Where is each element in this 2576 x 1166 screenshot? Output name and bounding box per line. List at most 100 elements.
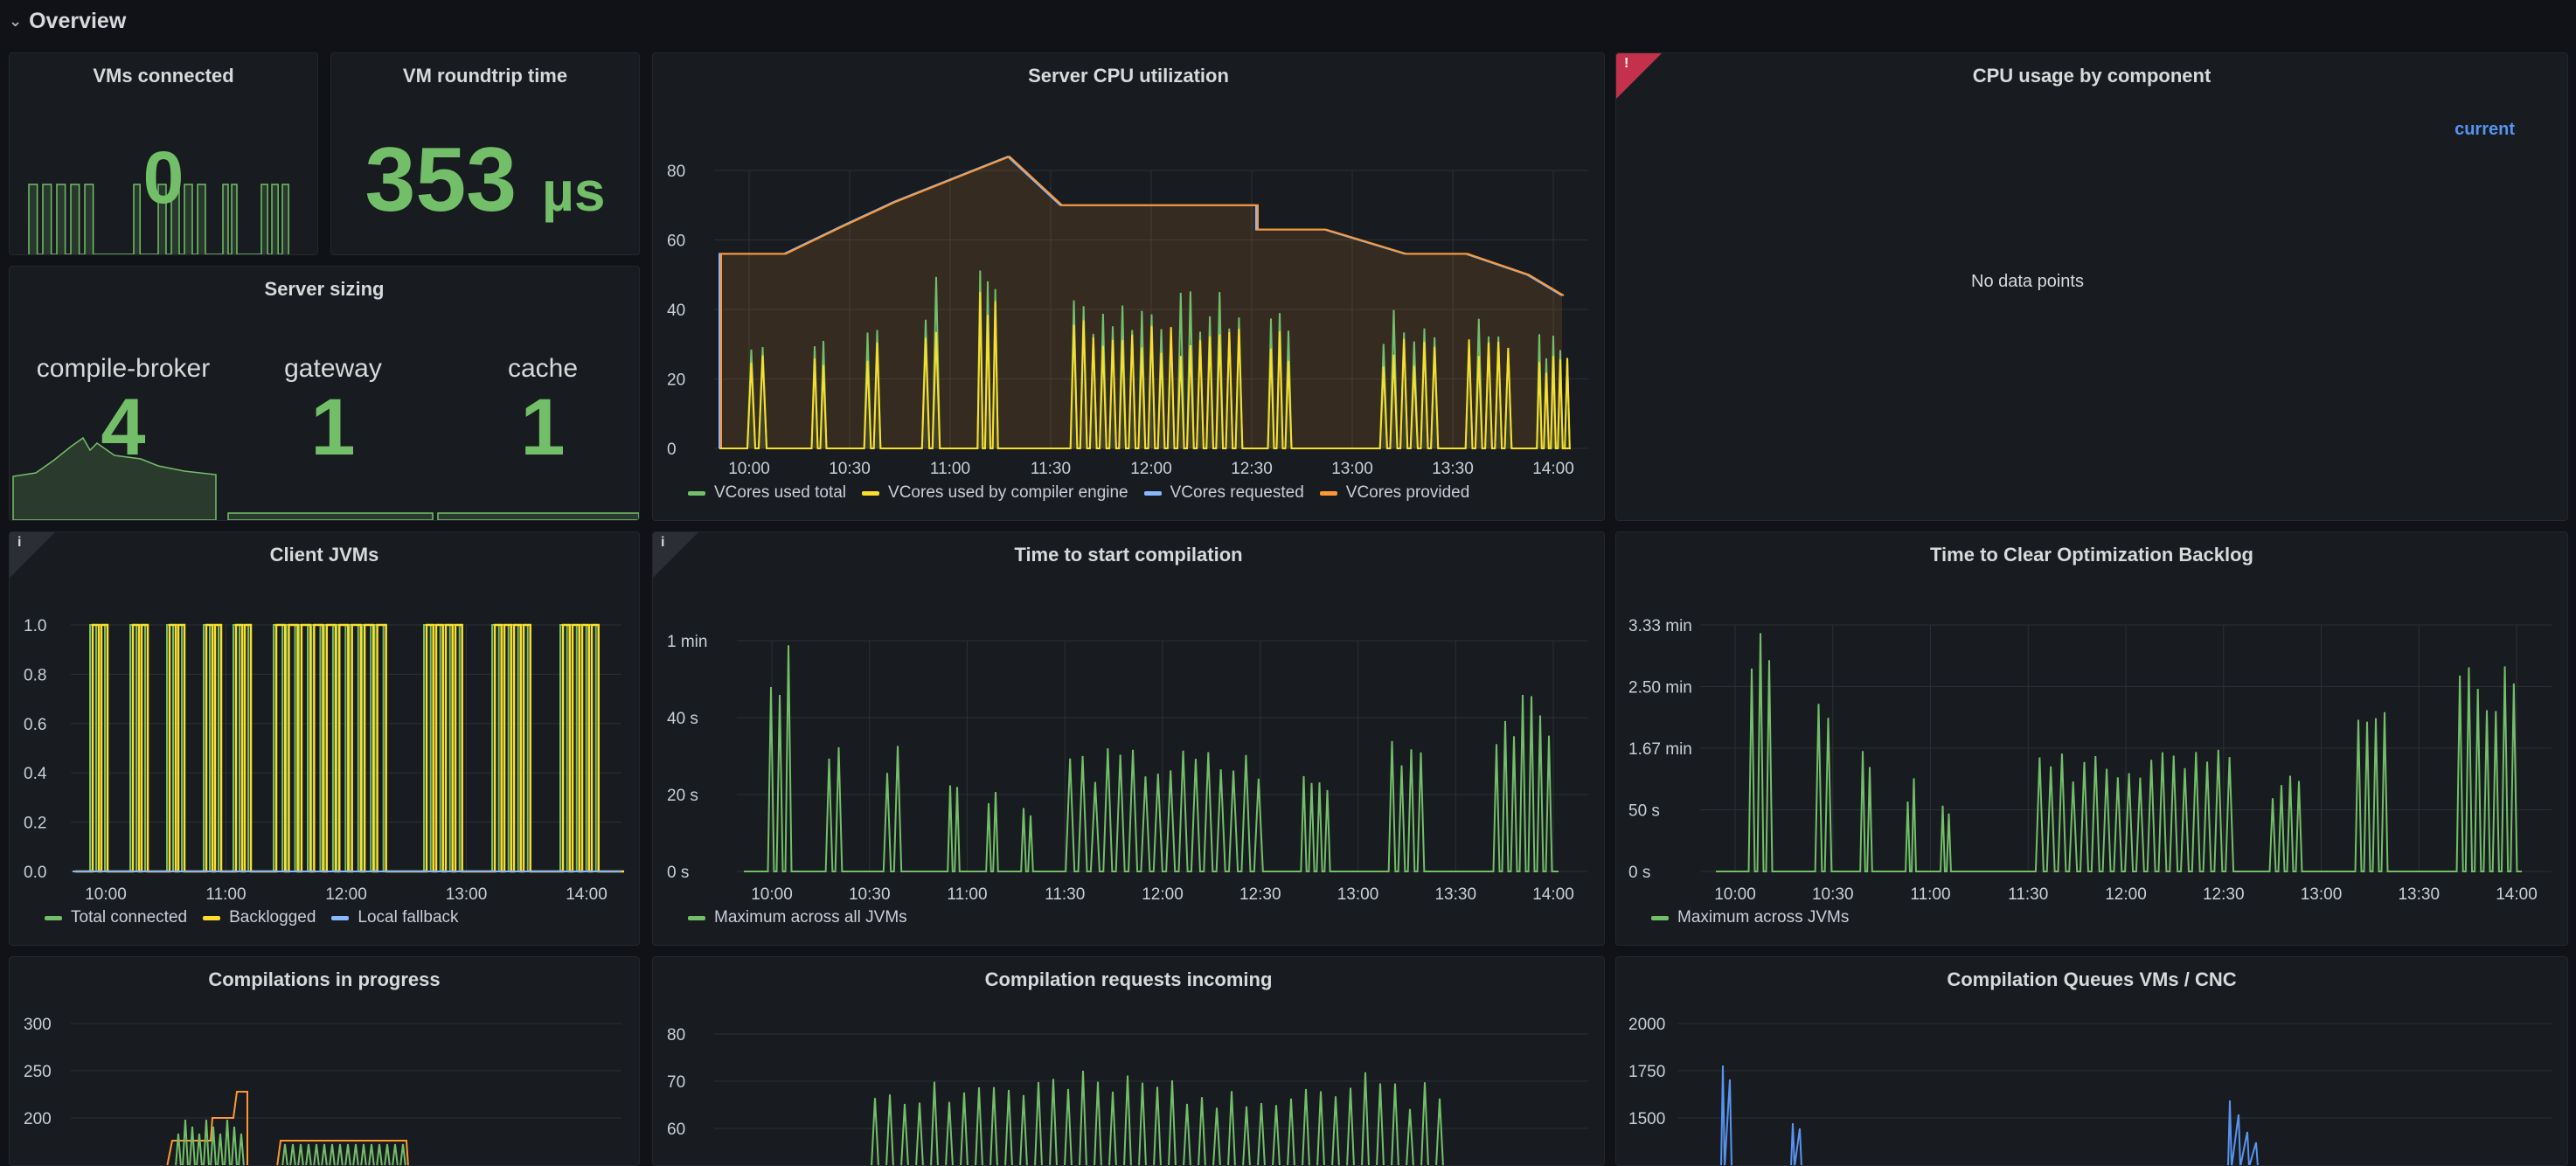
y-tick-label: 50 s [1628, 802, 1660, 821]
cpu-chart[interactable]: 80 60 40 20 0 10:00 10:30 11:00 11:30 12:00 12:30… [653, 53, 1605, 521]
alert-icon[interactable]: ! [1624, 56, 1629, 71]
x-tick-label: 10:00 [751, 885, 793, 904]
stat-value: 4 [101, 383, 146, 472]
panel-requests-incoming[interactable]: Compilation requests incoming 80 70 60 [652, 956, 1605, 1166]
legend-item[interactable]: Local fallback [331, 908, 459, 927]
max-jvms-line [1716, 633, 2522, 872]
panel-title: CPU usage by component [1972, 65, 2211, 87]
x-tick-label: 12:00 [2105, 885, 2147, 904]
cpu-legend: VCores used total VCores used by compile… [688, 483, 1469, 503]
legend-item[interactable]: VCores requested [1143, 483, 1304, 503]
legend-label: VCores used total [714, 483, 847, 502]
requests-chart[interactable]: 80 70 60 [653, 957, 1605, 1166]
info-corner[interactable] [10, 532, 55, 578]
x-tick-label: 13:30 [1434, 885, 1476, 904]
x-tick-label: 10:30 [849, 885, 891, 904]
compilations-green-line [175, 1119, 406, 1165]
x-tick-label: 10:00 [85, 885, 127, 904]
gateway-spark [227, 512, 434, 520]
legend-label: Maximum across all JVMs [714, 908, 907, 927]
legend-swatch [1651, 915, 1669, 920]
x-tick-label: 12:30 [2203, 885, 2245, 904]
y-tick-label: 3.33 min [1628, 617, 1692, 635]
panel-title: Time to Clear Optimization Backlog [1930, 544, 2253, 566]
time-to-start-legend: Maximum across all JVMs [688, 908, 907, 927]
legend-label: VCores requested [1170, 483, 1304, 502]
alert-corner[interactable] [1616, 53, 1662, 99]
y-tick-label: 20 s [667, 787, 698, 805]
x-tick-label: 14:00 [2496, 885, 2538, 904]
panel-time-to-start[interactable]: i Time to start compilation 1 min 40 s 20 … [652, 531, 1605, 946]
vcores-provided-area [719, 156, 1562, 448]
stat-label: compile-broker [36, 354, 211, 383]
panel-title: Compilation requests incoming [984, 968, 1273, 990]
legend-item[interactable]: Maximum across JVMs [1651, 908, 1849, 927]
x-tick-label: 14:00 [566, 885, 608, 904]
y-tick-label: 1750 [1628, 1063, 1665, 1081]
roundtrip-value: 353 µs [331, 128, 639, 233]
info-icon[interactable]: i [661, 535, 665, 550]
legend-item[interactable]: Maximum across all JVMs [688, 908, 907, 927]
roundtrip-number: 353 [365, 129, 517, 231]
legend-label: VCores used by compiler engine [888, 483, 1128, 502]
y-tick-label: 0 s [1628, 864, 1650, 882]
stat-compile-broker: compile-broker 4 [18, 354, 228, 468]
legend-item[interactable]: VCores used total [688, 483, 846, 503]
vcores-compiler-line [719, 291, 1571, 449]
legend-swatch [862, 490, 880, 496]
stat-label: gateway [284, 354, 382, 383]
legend-swatch [1319, 490, 1337, 496]
legend-label: VCores provided [1345, 483, 1470, 502]
info-corner[interactable] [653, 532, 698, 578]
y-tick-label: 80 [667, 163, 685, 181]
legend-item[interactable]: Backlogged [203, 908, 316, 927]
y-tick-label: 1500 [1628, 1110, 1665, 1128]
legend-header-current[interactable]: current [2454, 120, 2515, 139]
panel-cpu-by-component[interactable]: ! CPU usage by component current No data… [1615, 52, 2568, 521]
client-jvms-chart[interactable]: 1.0 0.8 0.6 0.4 0.2 0.0 10:00 11:00 12:00 13:00 14… [10, 532, 640, 946]
x-tick-label: 10:00 [728, 460, 770, 478]
panel-title: Client JVMs [269, 544, 379, 566]
legend-swatch [331, 915, 350, 920]
panel-time-to-clear[interactable]: Time to Clear Optimization Backlog 3.33 … [1615, 531, 2568, 946]
y-tick-label: 1.0 [24, 617, 46, 635]
roundtrip-unit: µs [541, 160, 606, 223]
x-tick-label: 13:00 [2301, 885, 2343, 904]
time-to-clear-chart[interactable]: 3.33 min 2.50 min 1.67 min 50 s 0 s 10:00 10:3… [1616, 532, 2568, 946]
y-tick-label: 0.2 [24, 815, 46, 833]
compile-broker-spark [12, 436, 217, 520]
panel-vms-connected[interactable]: VMs connected 0 [9, 52, 318, 255]
legend-item[interactable]: VCores used by compiler engine [862, 483, 1128, 503]
legend-item[interactable]: VCores provided [1319, 483, 1470, 503]
legend-item[interactable]: Total connected [45, 908, 187, 927]
info-icon[interactable]: i [17, 535, 22, 550]
queues-line [1720, 1065, 2259, 1165]
max-all-jvms-line [744, 645, 1559, 872]
panel-client-jvms[interactable]: i Client JVMs 1.0 0.8 0.6 0.4 0.2 0.0 10:00 11:… [9, 531, 640, 946]
legend-swatch [45, 915, 62, 920]
time-to-start-chart[interactable]: 1 min 40 s 20 s 0 s 10:00 10:30 11:00 11:30 12:0… [653, 532, 1605, 946]
panel-title: Compilations in progress [208, 968, 441, 990]
panel-server-cpu[interactable]: Server CPU utilization 80 60 40 20 0 10:00 10… [652, 52, 1605, 521]
y-tick-label: 300 [24, 1016, 52, 1034]
legend-swatch [688, 490, 705, 496]
panel-server-sizing[interactable]: Server sizing compile-broker 4 gateway 1… [9, 266, 640, 521]
x-tick-label: 13:00 [446, 885, 488, 904]
cache-spark [437, 512, 639, 520]
vms-connected-value: 0 [142, 136, 184, 219]
vms-spark-line [28, 184, 289, 254]
panel-title: VM roundtrip time [402, 65, 568, 87]
panel-vm-roundtrip[interactable]: VM roundtrip time 353 µs [330, 52, 640, 255]
y-tick-label: 40 s [667, 710, 698, 728]
panel-queues[interactable]: Compilation Queues VMs / CNC 2000 1750 150… [1615, 956, 2568, 1166]
row-header-overview[interactable]: ⌄ Overview [9, 5, 126, 37]
x-tick-label: 12:00 [1142, 885, 1184, 904]
panel-compilations-in-progress[interactable]: Compilations in progress 300 250 200 [9, 956, 640, 1166]
stat-gateway: gateway 1 [228, 354, 438, 468]
x-tick-label: 14:00 [1532, 460, 1574, 478]
compilations-chart[interactable]: 300 250 200 [10, 957, 640, 1166]
chevron-down-icon[interactable]: ⌄ [9, 11, 23, 30]
queues-chart[interactable]: 2000 1750 1500 [1616, 957, 2568, 1166]
x-tick-label: 10:00 [1714, 885, 1756, 904]
stat-label: cache [507, 354, 579, 383]
